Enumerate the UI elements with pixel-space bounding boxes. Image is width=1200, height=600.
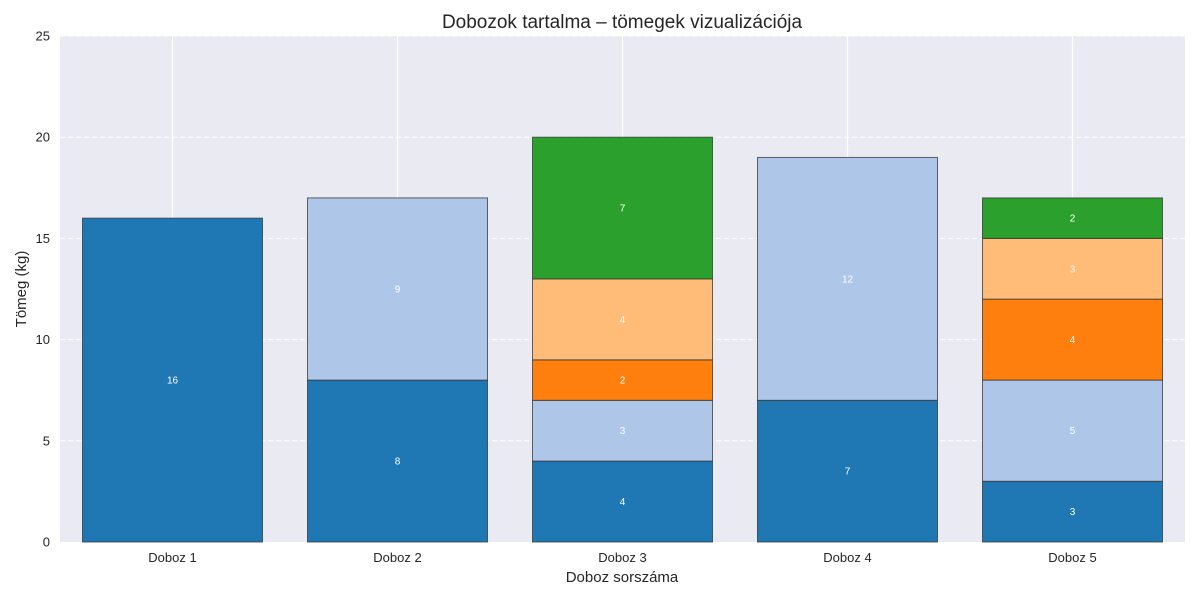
bar-segment-label: 4 — [620, 497, 626, 508]
bar-segment — [532, 460, 713, 543]
x-tick-label: Doboz 1 — [148, 550, 196, 565]
y-tick-label: 10 — [36, 332, 50, 347]
x-tick-label: Doboz 5 — [1048, 550, 1096, 565]
x-tick-label: Doboz 2 — [373, 550, 421, 565]
y-tick-label: 0 — [43, 535, 50, 550]
y-tick-label: 5 — [43, 433, 50, 448]
bar-segment-label: 7 — [845, 467, 851, 478]
x-tick-label: Doboz 3 — [598, 550, 646, 565]
bar-segment — [532, 399, 713, 462]
bars: 16 8 9 4 3 2 4 7 7 12 3 5 4 3 2 — [82, 136, 1163, 543]
y-tick-label: 15 — [36, 231, 50, 246]
bar-segment — [532, 136, 713, 280]
bar-segment-label: 12 — [842, 274, 854, 285]
bar-segment — [307, 197, 488, 381]
bar-segment-label: 2 — [620, 376, 626, 387]
bar-segment — [982, 480, 1163, 543]
x-axis-label: Doboz sorszáma — [566, 569, 679, 586]
bar-segment-label: 3 — [1070, 264, 1076, 275]
bar-segment-label: 3 — [1070, 507, 1076, 518]
bar-segment-label: 7 — [620, 204, 626, 215]
bar-segment-label: 9 — [395, 285, 401, 296]
bar-segment-label: 4 — [1070, 335, 1076, 346]
bar-segment — [82, 217, 263, 543]
bar-segment — [982, 298, 1163, 381]
bar-segment-label: 3 — [620, 426, 626, 437]
y-axis-label: Tömeg (kg) — [13, 251, 30, 328]
bar-segment — [307, 379, 488, 543]
bar-segment-label: 16 — [167, 376, 179, 387]
bar-segment — [757, 399, 938, 543]
bar-segment-label: 8 — [395, 457, 401, 468]
x-tick-label: Doboz 4 — [823, 550, 871, 565]
bar-segment — [757, 156, 938, 401]
bar-segment — [982, 379, 1163, 482]
bar-segment-label: 4 — [620, 315, 626, 326]
y-tick-label: 25 — [36, 29, 50, 44]
chart-title: Dobozok tartalma – tömegek vizualizációj… — [442, 12, 803, 33]
bar-segment — [982, 237, 1163, 300]
bar-segment — [532, 359, 713, 401]
bar-segment-label: 2 — [1070, 214, 1076, 225]
bar-segment — [982, 197, 1163, 239]
bar-segment-label: 5 — [1070, 426, 1076, 437]
y-tick-label: 20 — [36, 130, 50, 145]
